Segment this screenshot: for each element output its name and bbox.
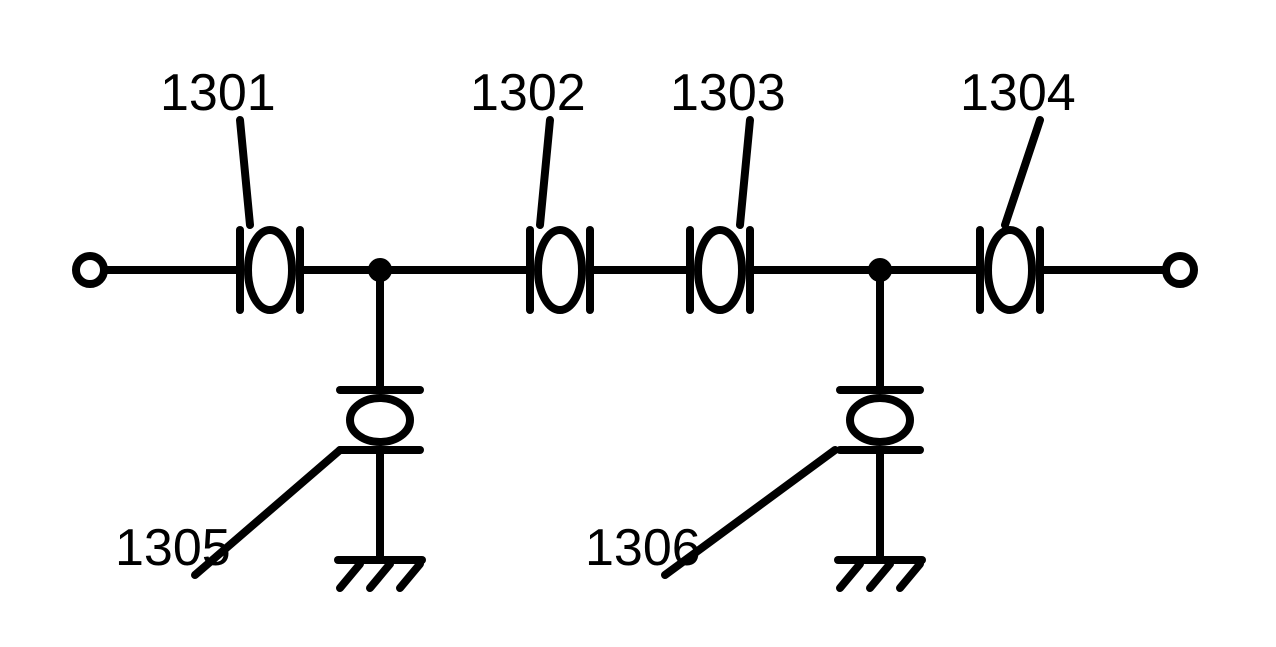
svg-text:1305: 1305 [115, 519, 231, 577]
svg-text:1306: 1306 [585, 519, 701, 577]
svg-text:1301: 1301 [160, 64, 276, 122]
svg-text:1302: 1302 [470, 64, 586, 122]
svg-text:1304: 1304 [960, 64, 1076, 122]
svg-text:1303: 1303 [670, 64, 786, 122]
